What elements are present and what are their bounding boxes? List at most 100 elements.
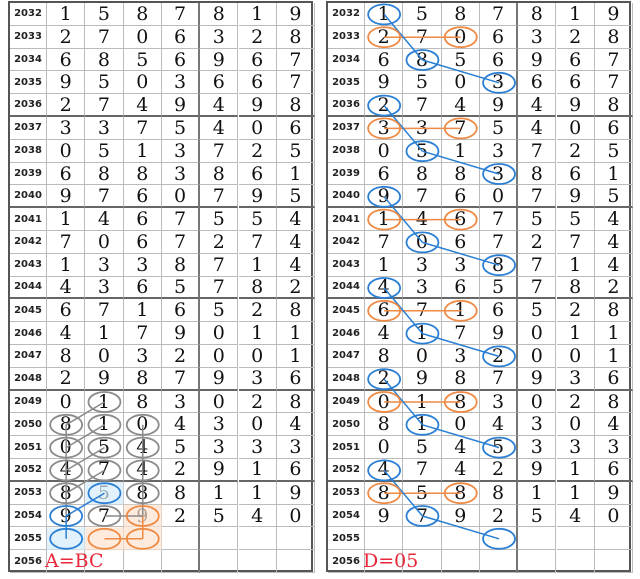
digit-cell — [85, 527, 124, 551]
digit-cell: 6 — [47, 163, 86, 186]
digit-cell: 5 — [161, 276, 201, 300]
digit-cell: 0 — [47, 140, 86, 163]
digit-cell: 0 — [518, 322, 557, 345]
period-label: 2044 — [10, 276, 47, 300]
digit-cell: 0 — [365, 391, 404, 414]
period-label: 2036 — [328, 94, 365, 117]
digit-cell: 2 — [556, 140, 595, 163]
digit-cell: 4 — [276, 208, 316, 231]
digit-cell: 7 — [479, 3, 519, 26]
period-label: 2055 — [328, 527, 365, 551]
digit-cell: 1 — [556, 458, 595, 482]
digit-cell: 6 — [238, 71, 277, 95]
digit-cell: 1 — [556, 3, 595, 26]
digit-cell: 7 — [85, 505, 124, 528]
digit-cell: 2 — [47, 26, 86, 49]
digit-cell: 7 — [518, 254, 557, 277]
digit-cell: 6 — [161, 299, 201, 323]
digit-cell: 0 — [556, 345, 595, 368]
digit-cell: 2 — [518, 231, 557, 254]
period-label: 2039 — [10, 162, 47, 186]
digit-cell: 9 — [403, 367, 442, 391]
digit-cell: 3 — [403, 254, 442, 277]
period-label: 2050 — [10, 413, 47, 437]
period-label: 2033 — [328, 25, 365, 49]
digit-cell: 1 — [441, 140, 480, 163]
digit-cell: 9 — [365, 505, 404, 528]
digit-cell: 4 — [365, 322, 404, 345]
digit-cell: 1 — [47, 254, 86, 277]
digit-cell: 6 — [238, 49, 277, 72]
digit-cell: 7 — [276, 71, 316, 95]
digit-cell: 7 — [47, 231, 86, 254]
digit-cell: 1 — [276, 322, 316, 345]
digit-cell: 7 — [479, 208, 519, 231]
digit-cell: 3 — [200, 26, 239, 49]
digit-cell: 7 — [85, 185, 124, 209]
digit-cell: 0 — [594, 505, 634, 528]
digit-cell: 9 — [276, 482, 316, 505]
digit-cell: 3 — [479, 71, 519, 95]
digit-cell: 6 — [365, 299, 404, 323]
digit-cell: 9 — [594, 482, 634, 505]
digit-cell: 8 — [276, 391, 316, 414]
digit-cell: 6 — [441, 185, 480, 209]
digit-cell: 6 — [556, 49, 595, 72]
period-label: 2053 — [328, 481, 365, 505]
digit-cell — [161, 550, 201, 573]
digit-cell: 5 — [479, 276, 519, 300]
digit-cell: 6 — [479, 26, 519, 49]
digit-cell: 2 — [238, 140, 277, 163]
digit-cell: 1 — [238, 458, 277, 482]
digit-cell: 6 — [518, 71, 557, 95]
digit-cell: 6 — [441, 231, 480, 254]
digit-cell: 8 — [594, 299, 634, 323]
digit-cell — [556, 527, 595, 551]
digit-cell: 5 — [85, 140, 124, 163]
digit-cell: 1 — [365, 208, 404, 231]
period-label: 2040 — [10, 185, 47, 209]
digit-cell: 0 — [441, 413, 480, 437]
digit-cell — [479, 527, 519, 551]
digit-cell: 8 — [123, 163, 162, 186]
digit-cell: 3 — [441, 254, 480, 277]
digit-cell: 8 — [200, 163, 239, 186]
digit-cell: 1 — [238, 322, 277, 345]
digit-cell: 7 — [238, 231, 277, 254]
digit-cell: 0 — [403, 345, 442, 368]
digit-cell: 0 — [85, 345, 124, 368]
period-label: 2034 — [10, 48, 47, 72]
digit-cell: 7 — [441, 117, 480, 140]
digit-cell — [276, 550, 316, 573]
digit-cell: 0 — [200, 322, 239, 345]
digit-cell: 6 — [200, 71, 239, 95]
digit-cell: 9 — [200, 458, 239, 482]
digit-cell — [47, 527, 86, 551]
period-label: 2056 — [10, 550, 47, 573]
digit-cell: 8 — [238, 276, 277, 300]
digit-cell: 4 — [47, 276, 86, 300]
digit-cell: 2 — [479, 458, 519, 482]
digit-cell: 1 — [123, 299, 162, 323]
digit-cell: 8 — [365, 413, 404, 437]
digit-cell: 9 — [47, 185, 86, 209]
digit-cell: 7 — [479, 367, 519, 391]
digit-cell — [365, 550, 404, 573]
digit-cell: 8 — [47, 482, 86, 505]
digit-cell: 5 — [594, 185, 634, 209]
digit-cell: 6 — [594, 117, 634, 140]
digit-cell: 5 — [403, 3, 442, 26]
period-label: 2047 — [328, 345, 365, 368]
digit-cell: 5 — [200, 299, 239, 323]
digit-cell: 1 — [276, 345, 316, 368]
period-label: 2045 — [328, 299, 365, 323]
digit-cell: 8 — [365, 482, 404, 505]
digit-cell: 9 — [479, 322, 519, 345]
digit-cell: 6 — [441, 208, 480, 231]
digit-cell: 1 — [594, 322, 634, 345]
digit-cell: 6 — [123, 276, 162, 300]
digit-cell: 4 — [276, 413, 316, 437]
digit-cell: 0 — [441, 26, 480, 49]
period-label: 2052 — [10, 459, 47, 482]
digit-cell: 1 — [556, 482, 595, 505]
